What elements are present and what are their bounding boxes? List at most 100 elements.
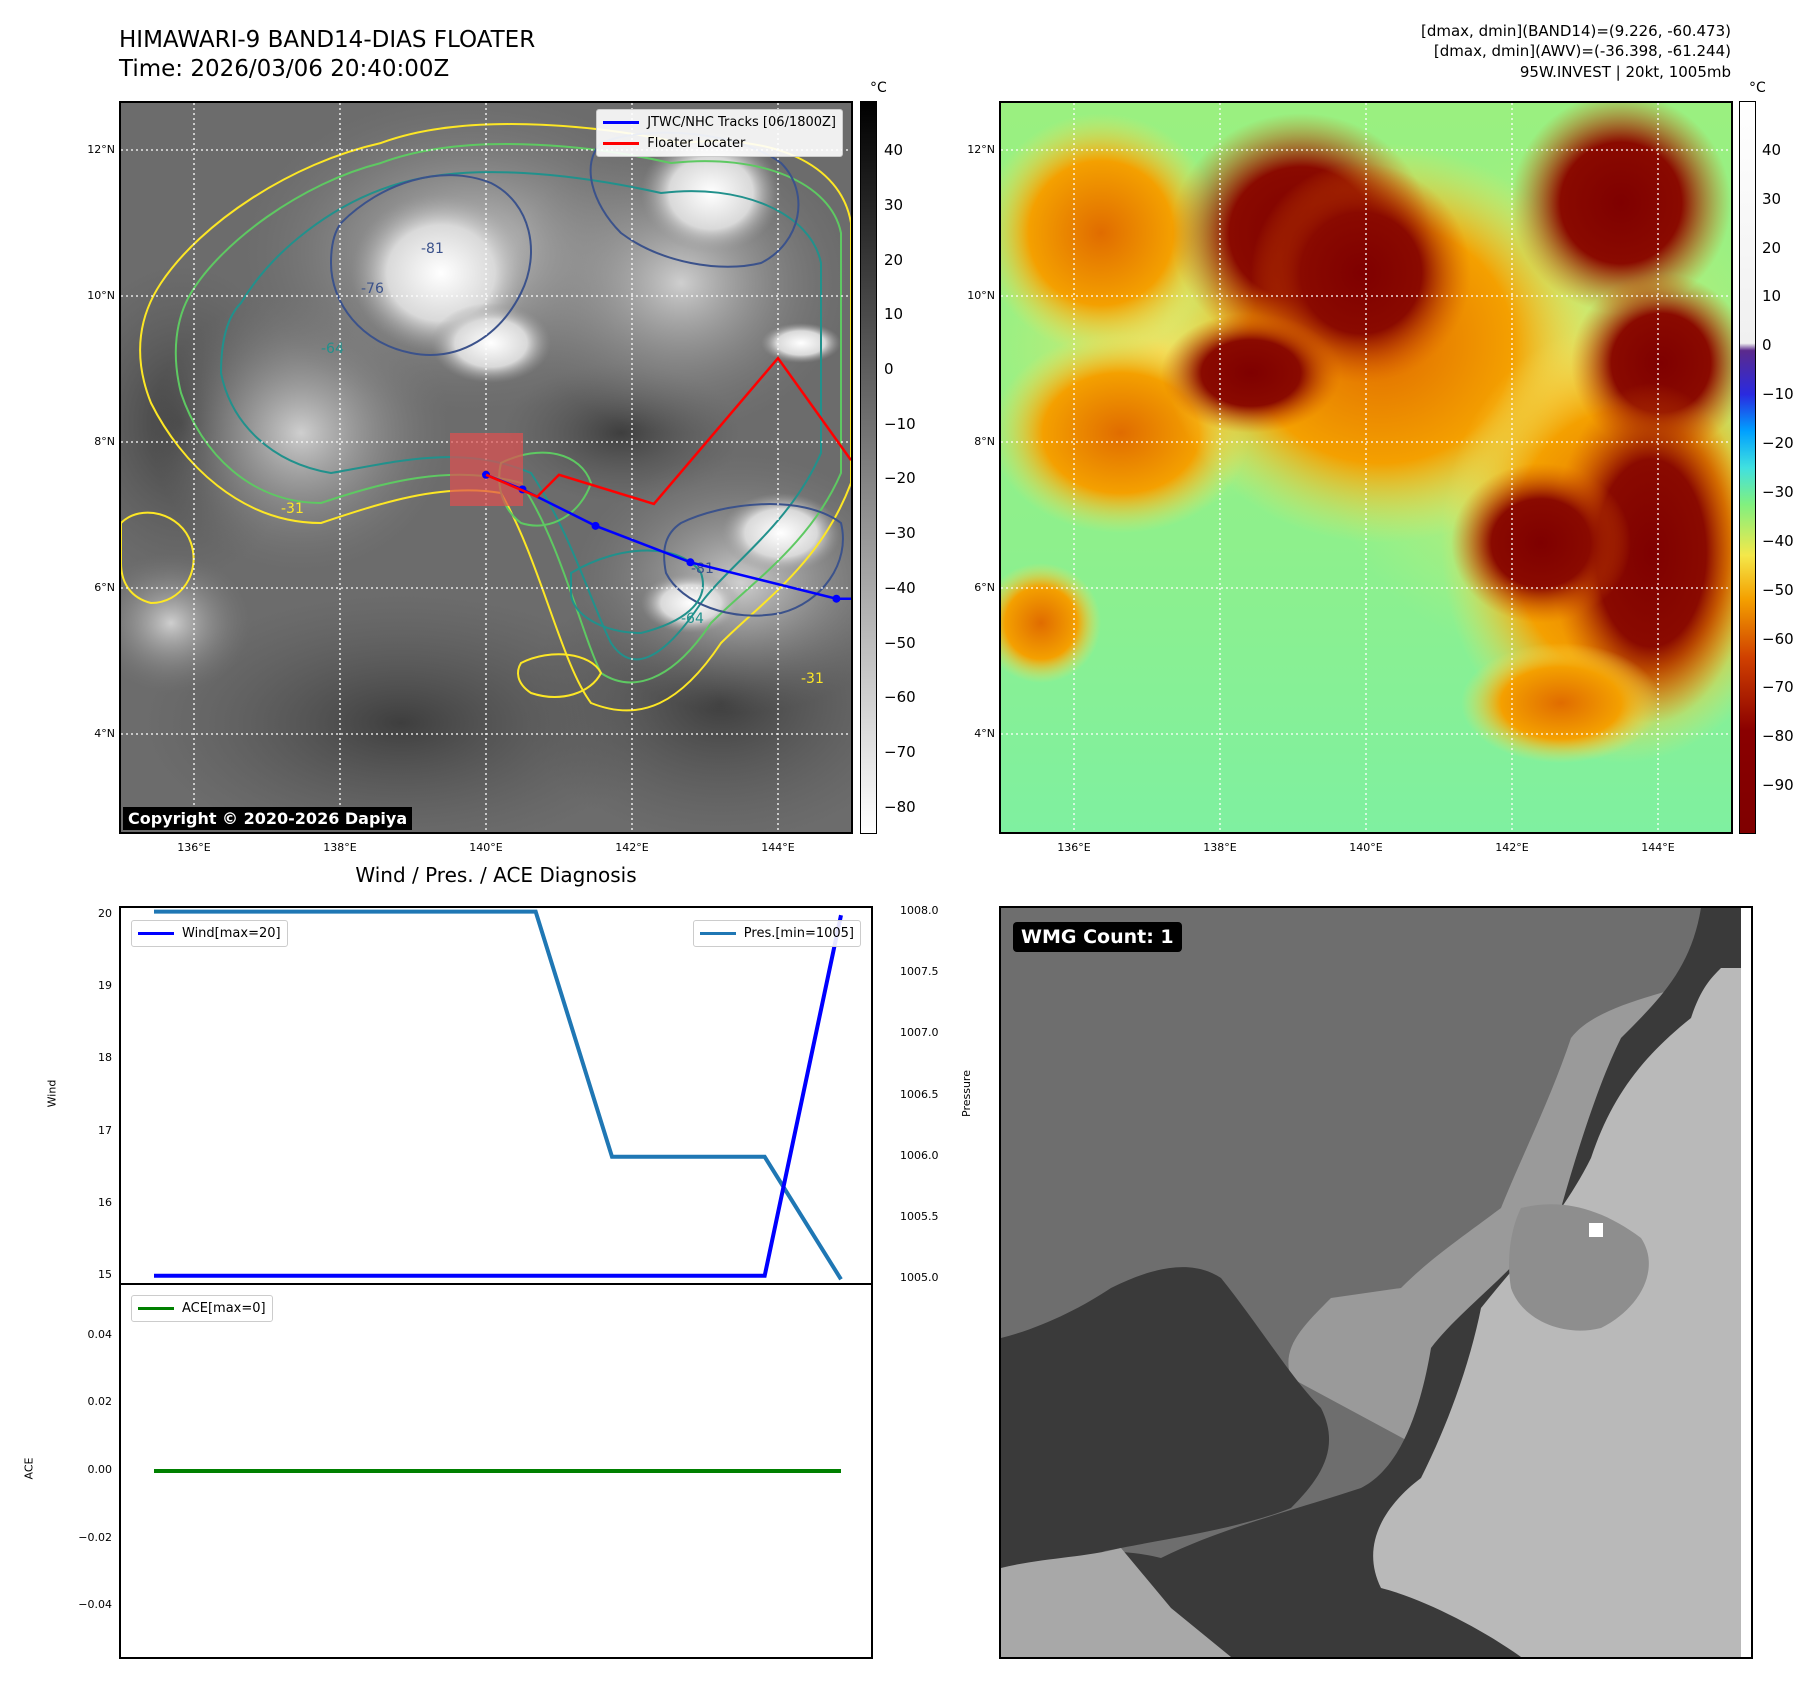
copyright-label: Copyright © 2020-2026 Dapiya [123,807,413,830]
band14-gridlines [121,103,851,832]
ace-panel: ACE[max=0] [119,1283,873,1659]
colorbar-tick: −30 [1762,482,1794,501]
legend-label-pressure: Pres.[min=1005] [743,926,854,941]
colorbar-tick: −80 [884,797,916,816]
awv-colorbar-unit: °C [1749,80,1766,96]
wmg-marker [1589,1223,1603,1237]
colorbar-tick: 40 [1762,140,1782,159]
legend-swatch-jtwc [603,121,640,124]
band14-colorbar-unit: °C [870,80,887,96]
ace-tick: −0.02 [78,1530,112,1544]
colorbar-tick: 30 [1762,189,1782,208]
ace-tick: 0.00 [87,1463,113,1476]
lon-label: 144°E [1641,841,1675,854]
contour-label: -64 [321,341,344,357]
contour-label: -64 [681,611,704,627]
colorbar-tick: 20 [1762,238,1782,257]
track-layer [482,356,851,603]
chart-timestamp: Time: 2026/03/06 20:40:00Z [119,56,450,82]
legend-label-floater: Floater Locater [647,136,746,151]
legend-item-jtwc: JTWC/NHC Tracks [06/1800Z] [603,112,836,133]
pressure-tick: 1007.0 [900,1026,939,1040]
colorbar-tick: 20 [884,250,904,269]
contour-label: -31 [801,671,824,687]
colorbar-tick: 10 [884,305,904,324]
lon-label: 138°E [1203,841,1237,854]
lon-label: 136°E [1057,841,1091,854]
contour-label: -76 [361,281,384,297]
band14-legend: JTWC/NHC Tracks [06/1800Z] Floater Locat… [596,109,843,157]
lat-label: 4°N [974,727,995,740]
chart-title: HIMAWARI-9 BAND14-DIAS FLOATER [119,27,536,53]
lat-label: 10°N [967,289,995,302]
pressure-legend: Pres.[min=1005] [692,920,861,947]
floater-box [450,433,523,506]
colorbar-tick: −40 [1762,531,1794,550]
jtwc-track-point [591,521,600,530]
wind-tick: 16 [98,1195,112,1209]
legend-swatch-floater [603,142,640,145]
colorbar-tick: −60 [1762,629,1794,648]
wind-legend: Wind[max=20] [131,920,288,947]
wmg-canvas [1001,908,1741,1657]
colorbar-tick: −20 [884,469,916,488]
awv-map-panel [999,101,1733,834]
legend-swatch-pressure [699,932,736,935]
pressure-tick: 1007.5 [900,964,939,978]
pressure-tick: 1005.0 [900,1271,939,1285]
band14-map-panel: -81 -76 -81 -64 -64 -31 -31 JT [119,101,853,834]
colorbar-tick: 0 [1762,336,1772,355]
awv-range-info: [dmax, dmin](AWV)=(-36.398, -61.244) [1433,42,1731,60]
lat-label: 6°N [94,581,115,594]
jtwc-track-point [832,594,841,603]
wmg-panel: WMG Count: 1 [999,906,1753,1659]
ace-plot [154,1469,841,1473]
band14-range-info: [dmax, dmin](BAND14)=(9.226, -60.473) [1420,22,1731,40]
wind-tick: 18 [98,1051,112,1065]
colorbar-tick: −10 [1762,385,1794,404]
wind-axis-label: Wind [45,1079,59,1108]
wind-tick: 17 [98,1123,112,1137]
colorbar-tick: −50 [1762,580,1794,599]
lon-label: 142°E [1495,841,1529,854]
pressure-series-line [154,909,843,1281]
colorbar-tick: −90 [1762,776,1794,795]
colorbar-tick: −80 [1762,727,1794,746]
band14-colorbar [860,101,877,834]
ace-tick: −0.04 [78,1598,112,1612]
lat-label: 8°N [974,435,995,448]
colorbar-tick: −30 [884,524,916,543]
lat-label: 8°N [94,435,115,448]
lon-label: 136°E [177,841,211,854]
contour-label: -81 [421,241,444,257]
legend-item-floater: Floater Locater [603,133,836,154]
colorbar-tick: −70 [884,742,916,761]
legend-swatch-ace [138,1307,174,1310]
lat-label: 12°N [967,143,995,156]
diagnosis-title: Wind / Pres. / ACE Diagnosis [355,863,637,887]
band14-map-canvas: -81 -76 -81 -64 -64 -31 -31 [121,103,851,832]
colorbar-tick: −70 [1762,678,1794,697]
awv-colorbar [1739,101,1756,834]
pressure-tick: 1006.5 [900,1087,939,1101]
lat-label: 4°N [94,727,115,740]
wind-tick: 15 [98,1267,112,1281]
legend-label-wind: Wind[max=20] [182,926,281,941]
colorbar-tick: 30 [884,195,904,214]
pressure-axis-label: Pressure [959,1070,973,1117]
legend-label-ace: ACE[max=0] [182,1301,266,1316]
colorbar-tick: −10 [884,414,916,433]
awv-map-canvas [1001,103,1731,832]
floater-locater-line [485,356,851,506]
wind-tick: 20 [98,907,112,921]
lat-label: 6°N [974,581,995,594]
ace-tick: 0.02 [87,1395,113,1409]
lon-label: 138°E [323,841,357,854]
colorbar-tick: −20 [1762,434,1794,453]
pressure-tick: 1008.0 [900,903,939,917]
pressure-tick: 1005.5 [900,1210,939,1224]
lon-label: 140°E [469,841,503,854]
lon-label: 142°E [615,841,649,854]
awv-gridlines [1001,103,1731,832]
wind-pressure-panel: Wind[max=20] Pres.[min=1005] [119,906,873,1285]
